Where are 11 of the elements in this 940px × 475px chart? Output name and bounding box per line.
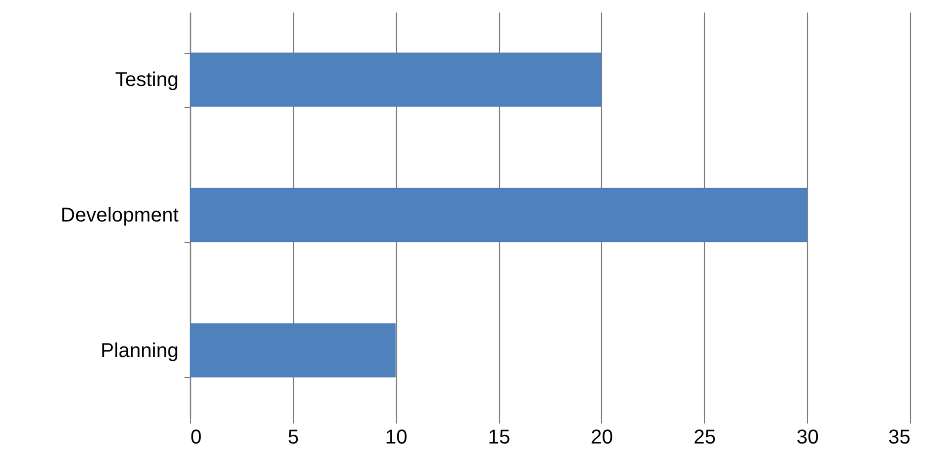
x-tick-label: 10 bbox=[385, 426, 408, 448]
x-tick-label: 5 bbox=[288, 426, 299, 448]
x-tick-label: 15 bbox=[488, 426, 510, 448]
y-tick-label: Testing bbox=[115, 69, 178, 92]
x-tick-label: 0 bbox=[190, 426, 202, 448]
y-tick-label: Planning bbox=[100, 340, 178, 362]
y-tick-label: Development bbox=[60, 204, 179, 226]
x-tick-label: 30 bbox=[796, 426, 819, 448]
x-tick-label: 25 bbox=[694, 426, 716, 448]
x-tick-label: 20 bbox=[590, 426, 614, 448]
x-tick-label: 35 bbox=[888, 426, 910, 448]
